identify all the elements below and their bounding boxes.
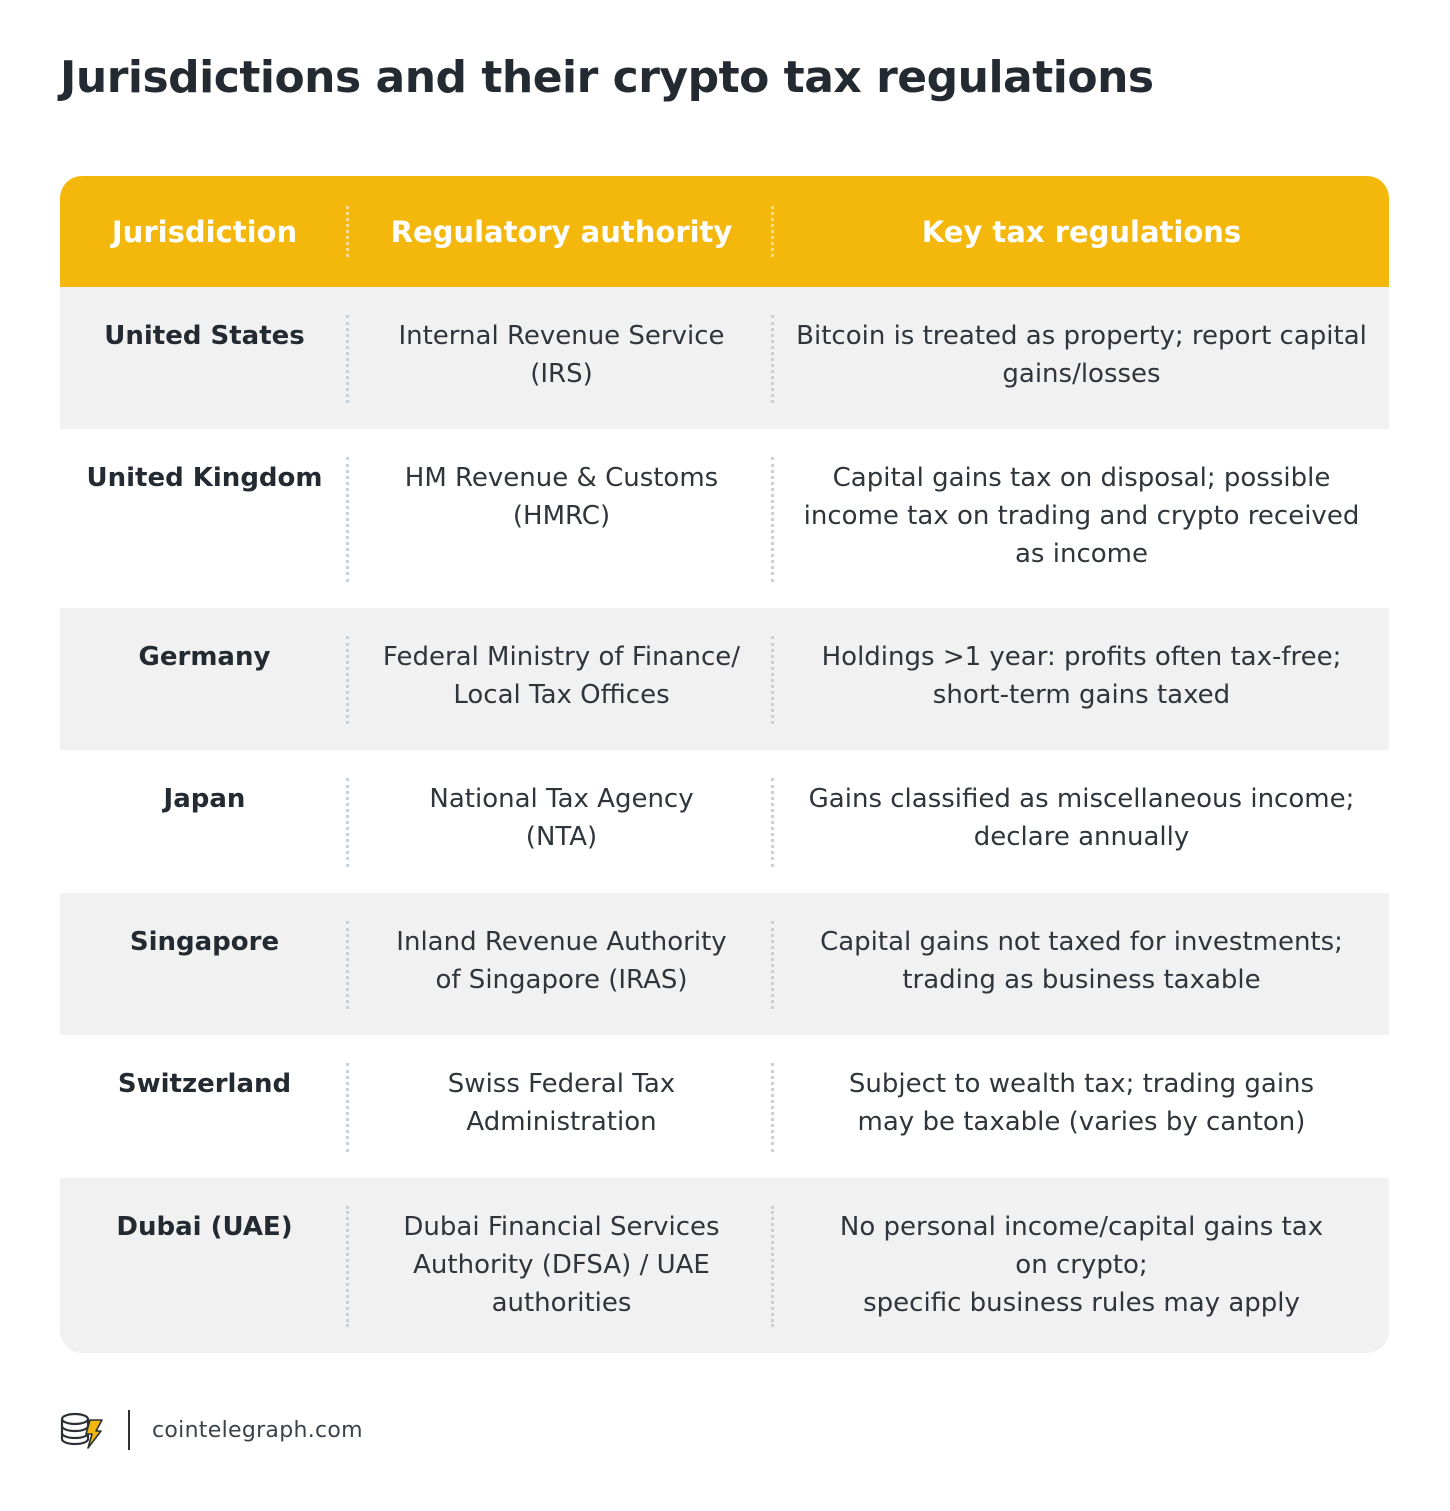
regulations-text: Holdings >1 year: profits often tax-free… [821, 642, 1342, 710]
jurisdiction-text: Switzerland [117, 1069, 292, 1099]
page-title: Jurisdictions and their crypto tax regul… [60, 52, 1154, 103]
footer: cointelegraph.com [60, 1410, 363, 1450]
table-header-row: Jurisdiction Regulatory authority Key ta… [60, 176, 1389, 287]
authority-cell: HM Revenue & Customs (HMRC) [349, 429, 774, 608]
authority-text: Swiss Federal Tax Administration [447, 1069, 676, 1137]
header-jurisdiction: Jurisdiction [60, 176, 349, 287]
jurisdiction-text: Japan [163, 784, 246, 814]
regulations-cell: Bitcoin is treated as property; report c… [774, 287, 1389, 429]
regulations-text: Subject to wealth tax; trading gains may… [848, 1069, 1315, 1137]
authority-cell: Internal Revenue Service (IRS) [349, 287, 774, 429]
table-row: Switzerland Swiss Federal Tax Administra… [60, 1035, 1389, 1178]
header-key-tax-regulations: Key tax regulations [921, 214, 1242, 249]
jurisdiction-cell: Switzerland [60, 1035, 349, 1178]
regulations-text: Gains classified as miscellaneous income… [808, 784, 1355, 852]
authority-cell: National Tax Agency (NTA) [349, 750, 774, 893]
site-url: cointelegraph.com [152, 1417, 363, 1443]
regulations-text: No personal income/capital gains tax on … [839, 1212, 1324, 1318]
regulations-cell: Gains classified as miscellaneous income… [774, 750, 1389, 893]
cointelegraph-logo-icon [60, 1412, 103, 1449]
regulations-cell: Holdings >1 year: profits often tax-free… [774, 608, 1389, 750]
regulations-cell: No personal income/capital gains tax on … [774, 1178, 1389, 1353]
jurisdiction-text: United Kingdom [86, 463, 323, 493]
regulations-text: Capital gains not taxed for investments;… [820, 927, 1343, 995]
authority-cell: Federal Ministry of Finance/ Local Tax O… [349, 608, 774, 750]
regulations-cell: Capital gains tax on disposal; possible … [774, 429, 1389, 608]
authority-text: HM Revenue & Customs (HMRC) [404, 463, 719, 531]
authority-text: Internal Revenue Service (IRS) [398, 321, 725, 389]
jurisdiction-text: Dubai (UAE) [116, 1212, 293, 1242]
table-row: Japan National Tax Agency (NTA) Gains cl… [60, 750, 1389, 893]
table-row: United States Internal Revenue Service (… [60, 287, 1389, 429]
jurisdiction-cell: Germany [60, 608, 349, 750]
footer-divider [128, 1410, 130, 1450]
jurisdiction-text: Singapore [129, 927, 280, 957]
table-row: Singapore Inland Revenue Authority of Si… [60, 893, 1389, 1035]
jurisdiction-cell: Dubai (UAE) [60, 1178, 349, 1353]
regulations-text: Capital gains tax on disposal; possible … [803, 463, 1360, 569]
jurisdiction-cell: Singapore [60, 893, 349, 1035]
tax-table: Jurisdiction Regulatory authority Key ta… [60, 176, 1389, 1353]
jurisdiction-cell: Japan [60, 750, 349, 893]
authority-cell: Swiss Federal Tax Administration [349, 1035, 774, 1178]
authority-cell: Inland Revenue Authority of Singapore (I… [349, 893, 774, 1035]
authority-cell: Dubai Financial Services Authority (DFSA… [349, 1178, 774, 1353]
jurisdiction-cell: United Kingdom [60, 429, 349, 608]
table-row: Germany Federal Ministry of Finance/ Loc… [60, 608, 1389, 750]
jurisdiction-text: United States [104, 321, 305, 351]
table-row: United Kingdom HM Revenue & Customs (HMR… [60, 429, 1389, 608]
regulations-cell: Capital gains not taxed for investments;… [774, 893, 1389, 1035]
authority-text: Dubai Financial Services Authority (DFSA… [403, 1212, 720, 1318]
table-row: Dubai (UAE) Dubai Financial Services Aut… [60, 1178, 1389, 1353]
authority-text: Inland Revenue Authority of Singapore (I… [396, 927, 727, 995]
jurisdiction-text: Germany [138, 642, 271, 672]
regulations-text: Bitcoin is treated as property; report c… [796, 321, 1367, 389]
authority-text: National Tax Agency (NTA) [429, 784, 694, 852]
authority-text: Federal Ministry of Finance/ Local Tax O… [382, 642, 741, 710]
jurisdiction-cell: United States [60, 287, 349, 429]
regulations-cell: Subject to wealth tax; trading gains may… [774, 1035, 1389, 1178]
header-regulatory-authority: Regulatory authority [349, 176, 774, 287]
